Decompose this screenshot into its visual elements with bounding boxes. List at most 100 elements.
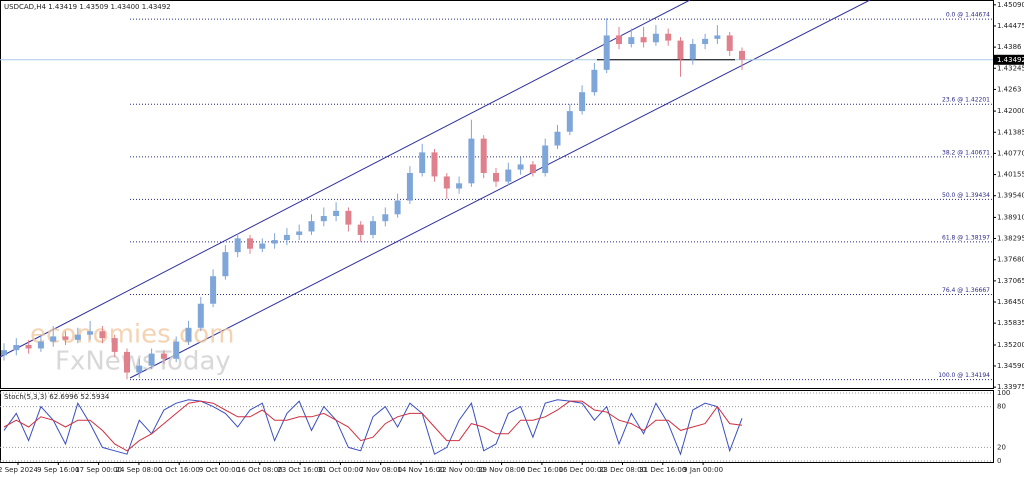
candle-body bbox=[74, 334, 81, 340]
y-tick-label: 1.38295 bbox=[997, 235, 1024, 243]
candle-body bbox=[210, 276, 217, 304]
x-tick-label: 22 Nov 00:00 bbox=[438, 466, 485, 474]
fib-label: 50.0 @ 1.39434 bbox=[942, 192, 990, 199]
candle-body bbox=[431, 152, 438, 177]
candle-body bbox=[714, 35, 721, 39]
fib-label: 100.0 @ 1.34194 bbox=[938, 372, 990, 379]
stoch-line bbox=[3, 399, 743, 456]
candle-body bbox=[222, 252, 229, 277]
x-tick-label: 23 Oct 16:00 bbox=[277, 466, 323, 474]
candle-body bbox=[308, 221, 315, 232]
candle-body bbox=[382, 214, 389, 222]
candle-body bbox=[124, 351, 130, 373]
x-tick-label: 9 Jan 00:00 bbox=[683, 466, 723, 474]
candle-body bbox=[677, 40, 684, 60]
candle-body bbox=[689, 44, 696, 60]
candle-body bbox=[468, 138, 475, 184]
candle-body bbox=[394, 200, 401, 215]
stoch-panel bbox=[0, 390, 994, 463]
x-tick-label: 16 Oct 08:00 bbox=[237, 466, 283, 474]
candle-body bbox=[554, 131, 561, 146]
fib-label: 23.6 @ 1.42201 bbox=[942, 97, 990, 104]
y-tick-label: 1.38910 bbox=[997, 213, 1024, 221]
candle-body bbox=[370, 221, 376, 235]
candle-body bbox=[616, 35, 622, 45]
x-tick-label: 17 Sep 00:00 bbox=[75, 466, 122, 474]
candle-body bbox=[603, 35, 610, 70]
current-price-box bbox=[994, 54, 1024, 65]
y-tick-label: 1.37065 bbox=[997, 277, 1024, 285]
fib-label: 38.2 @ 1.40671 bbox=[942, 149, 990, 156]
x-tick-label: 16 Dec 00:00 bbox=[559, 466, 606, 474]
candle-body bbox=[173, 341, 180, 359]
candle-body bbox=[37, 341, 44, 349]
fib-label: 0.0 @ 1.44674 bbox=[946, 12, 990, 19]
fib-label: 61.8 @ 1.38197 bbox=[942, 234, 990, 241]
x-tick-label: 6 Dec 16:00 bbox=[521, 466, 564, 474]
candle-body bbox=[234, 238, 241, 253]
candle-body bbox=[542, 145, 549, 174]
y-tick-label: 1.4386 bbox=[997, 43, 1022, 51]
candle-body bbox=[1, 350, 7, 356]
y-tick-label: 1.44475 bbox=[997, 22, 1024, 30]
candle-body bbox=[259, 243, 266, 249]
stoch-title: Stoch(5,3,3) 62.6996 52.5934 bbox=[4, 393, 110, 401]
y-tick-label: 1.34590 bbox=[997, 362, 1024, 370]
y-tick-label: 1.42000 bbox=[997, 107, 1024, 115]
candle-body bbox=[640, 37, 647, 43]
candle-body bbox=[702, 38, 709, 45]
channel-upper bbox=[0, 0, 691, 358]
y-tick-label: 1.43245 bbox=[997, 64, 1024, 72]
candle-body bbox=[283, 234, 290, 241]
y-tick-label: 1.35835 bbox=[997, 319, 1024, 327]
stoch-line bbox=[3, 400, 743, 452]
candle-body bbox=[406, 173, 413, 201]
y-tick-label: 1.40155 bbox=[997, 171, 1024, 179]
y-tick-label: 100 bbox=[997, 389, 1010, 397]
candle-body bbox=[50, 336, 57, 342]
y-tick-label: 1.39540 bbox=[997, 192, 1024, 200]
channel-lower bbox=[129, 0, 871, 379]
y-tick-label: 1.41385 bbox=[997, 128, 1024, 136]
candle-body bbox=[419, 152, 426, 174]
y-tick-label: 80 bbox=[997, 403, 1006, 411]
candle-body bbox=[480, 138, 487, 174]
candle-body bbox=[99, 331, 106, 339]
candle-body bbox=[652, 33, 659, 43]
candle-body bbox=[25, 345, 32, 349]
x-tick-label: 7 Nov 08:00 bbox=[359, 466, 402, 474]
candle-body bbox=[148, 353, 155, 366]
fib-label: 76.4 @ 1.36667 bbox=[942, 287, 990, 294]
x-tick-label: 24 Sep 08:00 bbox=[116, 466, 163, 474]
candle-body bbox=[87, 331, 94, 335]
x-tick-label: 1 Oct 16:00 bbox=[159, 466, 200, 474]
candle-body bbox=[345, 210, 352, 225]
y-tick-label: 1.35200 bbox=[997, 341, 1024, 349]
y-tick-label: 1.40770 bbox=[997, 149, 1024, 157]
candle-body bbox=[13, 345, 20, 351]
candle-body bbox=[160, 353, 167, 359]
candle-body bbox=[111, 338, 118, 352]
current-price-label: 1.43492 bbox=[997, 56, 1024, 64]
y-tick-label: 0 bbox=[997, 457, 1001, 465]
x-tick-label: 9 Sep 16:00 bbox=[37, 466, 79, 474]
x-tick-label: 29 Nov 08:00 bbox=[478, 466, 525, 474]
candle-body bbox=[320, 216, 327, 222]
y-tick-label: 20 bbox=[997, 443, 1006, 451]
candle-body bbox=[456, 183, 463, 189]
candle-body bbox=[739, 50, 745, 60]
watermark: economies.com bbox=[30, 320, 234, 350]
candle-body bbox=[333, 210, 340, 217]
candle-body bbox=[197, 303, 204, 328]
candle-body bbox=[62, 336, 69, 340]
x-tick-label: 31 Dec 16:00 bbox=[639, 466, 686, 474]
y-tick-label: 1.37680 bbox=[997, 256, 1024, 264]
candle-body bbox=[566, 111, 573, 132]
main-panel bbox=[0, 0, 994, 389]
candle-body bbox=[665, 33, 672, 41]
y-tick-label: 1.36450 bbox=[997, 298, 1024, 306]
candle-body bbox=[726, 35, 733, 51]
x-tick-label: 23 Dec 08:00 bbox=[599, 466, 646, 474]
y-tick-label: 1.4263 bbox=[997, 85, 1022, 93]
